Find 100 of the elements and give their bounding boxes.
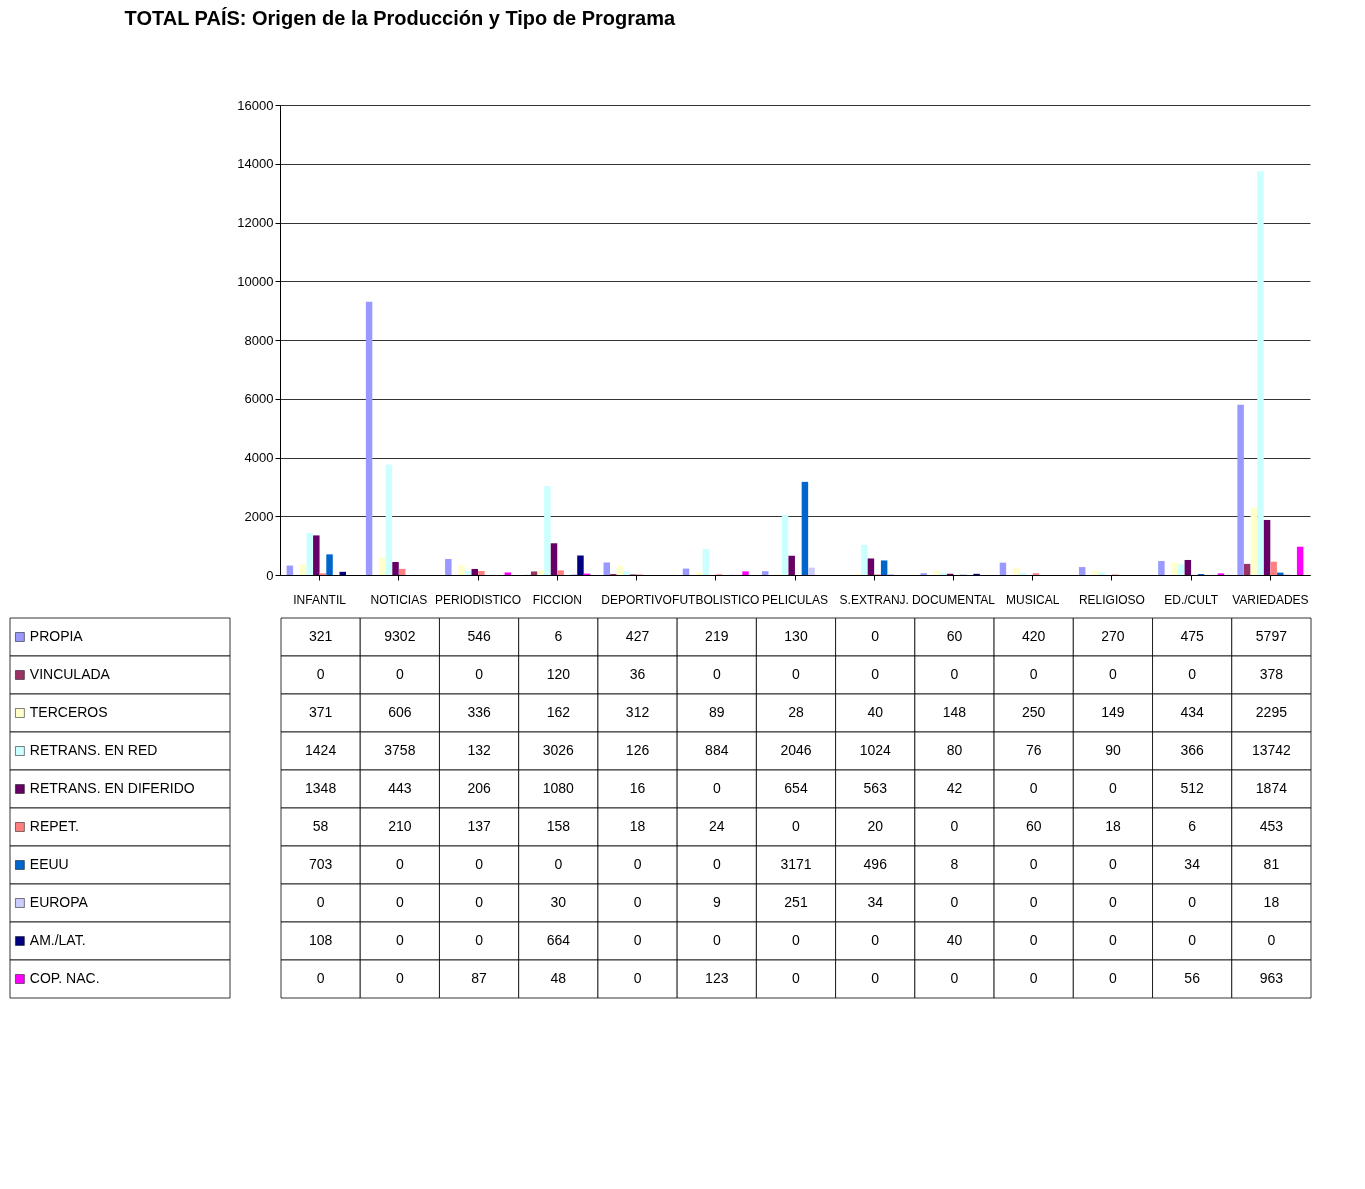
bar — [940, 572, 947, 575]
bar — [999, 562, 1007, 575]
bar — [695, 572, 703, 575]
data-label: 0 — [871, 628, 880, 644]
bar — [603, 562, 611, 575]
data-label: 60 — [1025, 818, 1042, 834]
data-label: 90 — [1105, 742, 1121, 758]
bar — [781, 514, 789, 575]
data-label: 546 — [467, 628, 491, 644]
legend-label: REPET. — [29, 818, 79, 834]
data-label: 512 — [1180, 780, 1205, 796]
data-label: 0 — [1109, 932, 1118, 948]
data-label: 0 — [1029, 780, 1038, 796]
data-label: 0 — [792, 666, 801, 682]
bar — [1237, 404, 1244, 575]
bar — [861, 544, 868, 575]
x-tick-label: VARIEDADES — [1232, 592, 1309, 607]
data-label: 0 — [316, 666, 325, 682]
data-label: 0 — [1109, 970, 1118, 986]
data-label: 664 — [546, 932, 571, 948]
data-label: 0 — [1029, 856, 1038, 872]
data-label: 884 — [705, 742, 729, 758]
data-label: 0 — [1267, 932, 1276, 948]
bar — [557, 570, 564, 575]
data-label: 0 — [1188, 894, 1197, 910]
data-label: 80 — [946, 742, 963, 758]
data-label: 0 — [395, 856, 404, 872]
data-label: 0 — [950, 894, 959, 910]
data-label: 251 — [784, 894, 808, 910]
bar — [1177, 564, 1185, 575]
legend-label: COP. NAC. — [29, 970, 100, 986]
data-label: 0 — [712, 780, 721, 796]
data-label: 1348 — [305, 780, 337, 796]
data-label: 963 — [1259, 970, 1284, 986]
data-label: 250 — [1022, 704, 1046, 720]
data-label: 132 — [467, 742, 491, 758]
data-label: 24 — [708, 818, 725, 834]
data-label: 0 — [1109, 856, 1118, 872]
bar — [623, 571, 630, 575]
data-label: 8 — [950, 856, 959, 872]
data-label: 312 — [625, 704, 650, 720]
data-label: 40 — [946, 932, 963, 948]
data-label: 3758 — [384, 742, 416, 758]
data-label: 2295 — [1255, 704, 1288, 720]
bar — [398, 568, 406, 575]
bar — [530, 571, 538, 575]
y-tick-label: 12000 — [237, 215, 274, 230]
data-label: 0 — [395, 894, 404, 910]
data-label: 6 — [1188, 818, 1197, 834]
data-label: 16 — [629, 780, 646, 796]
data-label: 42 — [946, 780, 963, 796]
data-label: 0 — [316, 970, 325, 986]
data-label: 0 — [1109, 780, 1118, 796]
data-label: 28 — [788, 704, 804, 720]
data-label: 1424 — [305, 742, 337, 758]
x-tick-label: NOTICIAS — [370, 592, 428, 607]
data-label: 210 — [388, 818, 412, 834]
data-label: 434 — [1180, 704, 1205, 720]
y-tick-label: 16000 — [237, 97, 274, 113]
data-label: 18 — [1105, 818, 1121, 834]
bar — [1277, 572, 1284, 575]
data-label: 0 — [633, 932, 642, 948]
bar — [385, 464, 393, 575]
legend-label: VINCULADA — [29, 666, 111, 682]
data-label: 130 — [784, 628, 808, 644]
data-label: 9 — [712, 894, 721, 910]
data-label: 496 — [863, 856, 888, 872]
data-label: 137 — [467, 818, 491, 834]
data-label: 158 — [546, 818, 571, 834]
x-tick-label: ED./CULT — [1164, 592, 1219, 607]
data-label: 89 — [708, 704, 725, 720]
y-tick-label: 0 — [266, 567, 274, 583]
data-label: 1024 — [859, 742, 892, 758]
data-label: 0 — [316, 894, 325, 910]
bar — [762, 571, 769, 575]
bar — [1078, 567, 1086, 575]
data-label: 321 — [308, 628, 333, 644]
data-label: 149 — [1101, 704, 1125, 720]
bar — [445, 558, 452, 575]
data-label: 148 — [942, 704, 967, 720]
data-label: 5797 — [1255, 628, 1288, 644]
data-label: 0 — [1109, 894, 1118, 910]
data-label: 9302 — [384, 628, 416, 644]
data-label: 0 — [792, 932, 801, 948]
legend-label: TERCEROS — [29, 704, 108, 720]
data-label: 48 — [550, 970, 567, 986]
bar — [788, 555, 795, 575]
bar — [1098, 572, 1106, 575]
data-label: 108 — [308, 932, 333, 948]
legend-label: EEUU — [29, 856, 69, 872]
data-label: 18 — [1263, 894, 1280, 910]
data-label: 0 — [633, 970, 642, 986]
x-tick-label: S.EXTRANJ. — [839, 592, 909, 607]
data-label: 18 — [629, 818, 646, 834]
data-label: 420 — [1022, 628, 1046, 644]
data-label: 0 — [950, 970, 959, 986]
legend-label: RETRANS. EN DIFERIDO — [29, 780, 195, 796]
data-label: 20 — [867, 818, 884, 834]
data-label: 0 — [792, 970, 801, 986]
bar — [1250, 507, 1258, 575]
